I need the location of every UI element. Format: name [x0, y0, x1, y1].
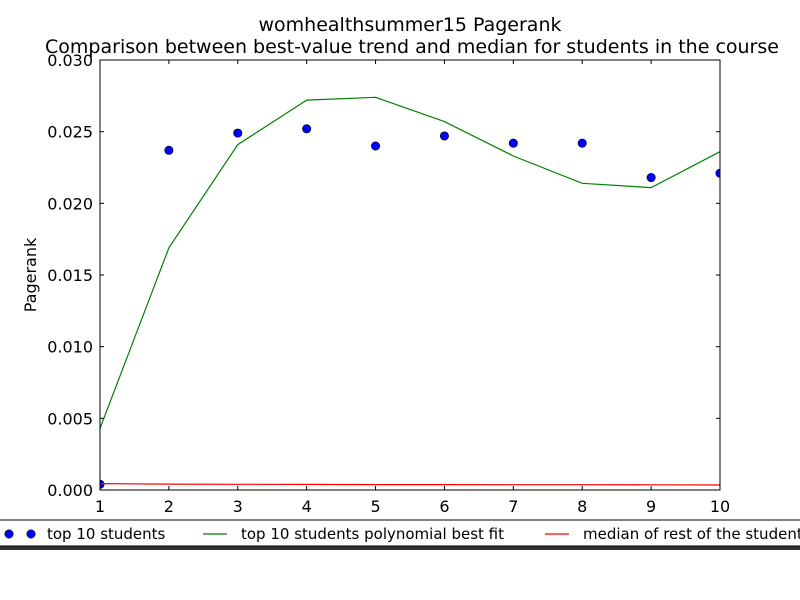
data-point [439, 131, 449, 141]
data-point [233, 128, 243, 138]
chart-title: womhealthsummer15 Pagerank [259, 14, 562, 36]
y-tick-label: 0.005 [47, 409, 93, 428]
data-point [302, 124, 312, 134]
y-tick-label: 0.010 [47, 338, 93, 357]
y-tick-label: 0.025 [47, 123, 93, 142]
x-tick-label: 4 [302, 497, 312, 516]
data-point [508, 138, 518, 148]
x-tick-label: 10 [710, 497, 730, 516]
legend-marker [26, 529, 36, 539]
plot-area [100, 96, 720, 489]
series-line-2 [100, 483, 720, 486]
chart-subtitle: Comparison between best-value trend and … [45, 36, 779, 58]
x-tick-label: 2 [164, 497, 174, 516]
x-tick-label: 1 [95, 497, 105, 516]
legend-marker [4, 529, 14, 539]
legend-label: top 10 students polynomial best fit [241, 525, 504, 543]
series-line-1 [100, 96, 720, 429]
plot-frame [99, 59, 721, 491]
y-axis-label: Pagerank [21, 237, 40, 312]
y-tick-label: 0.030 [47, 51, 93, 70]
y-tick-label: 0.000 [47, 481, 93, 500]
legend: top 10 students top 10 students polynomia… [0, 519, 800, 550]
x-tick-label: 3 [233, 497, 243, 516]
x-tick-label: 9 [646, 497, 656, 516]
x-tick-label: 7 [508, 497, 518, 516]
axis-ticks: 1 2 3 4 5 6 7 8 9 10 0.000 0.005 0.010 0.015 0.020 0.02… [47, 51, 730, 516]
data-point [164, 145, 174, 155]
y-tick-label: 0.020 [47, 194, 93, 213]
data-point [371, 141, 381, 151]
x-tick-label: 5 [370, 497, 380, 516]
x-tick-label: 6 [439, 497, 449, 516]
x-tick-label: 8 [577, 497, 587, 516]
legend-label: median of rest of the students [583, 525, 800, 543]
legend-label: top 10 students [47, 525, 166, 543]
y-tick-label: 0.015 [47, 266, 93, 285]
data-point [577, 138, 587, 148]
data-point [646, 173, 656, 183]
legend-box [0, 519, 800, 547]
